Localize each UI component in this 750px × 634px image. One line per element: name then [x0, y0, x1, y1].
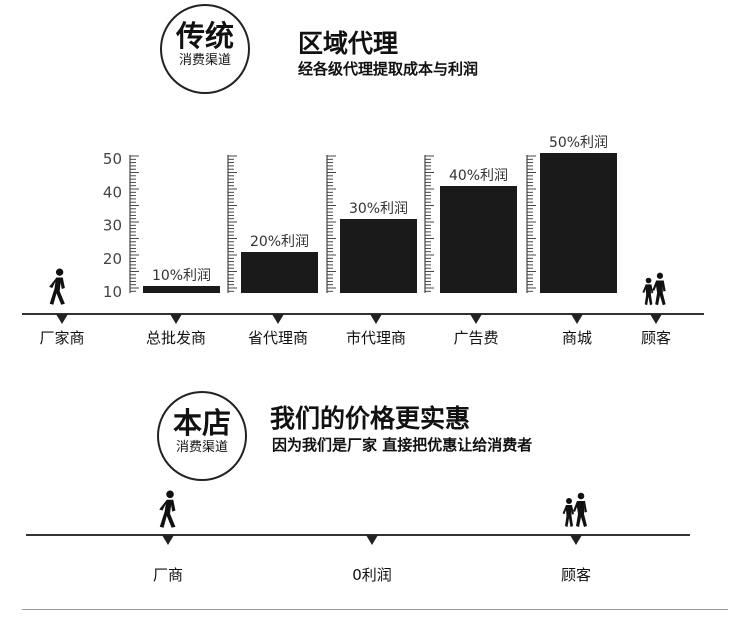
person-walking-icon: [46, 268, 71, 310]
people-walking-icon: [560, 492, 592, 532]
section1-subtitle: 经各级代理提取成本与利润: [298, 60, 479, 78]
y-tick-label: 40: [103, 183, 122, 201]
timeline-marker: [272, 314, 284, 324]
y-tick-label: 20: [103, 250, 122, 268]
timeline-node-label: 顾客: [560, 566, 592, 584]
scale-ruler: [227, 155, 237, 293]
badge-sub-text: 消费渠道: [178, 53, 231, 68]
timeline-node-label: 市代理商: [345, 329, 407, 347]
bar: [143, 286, 220, 293]
timeline-node-label: 广告费: [453, 329, 499, 347]
section2-title: 我们的价格更实惠: [270, 404, 471, 433]
scale-ruler: [326, 155, 336, 293]
timeline-node-label: 厂家商: [39, 329, 85, 347]
people-walking-icon: [640, 272, 670, 310]
timeline-marker: [366, 535, 378, 545]
scale-ruler: [129, 155, 139, 293]
timeline-marker: [56, 314, 68, 324]
traditional-timeline: [22, 313, 704, 315]
person-walking-icon: [156, 490, 182, 533]
scale-ruler: [526, 155, 536, 293]
bar: [241, 252, 318, 293]
timeline-marker: [470, 314, 482, 324]
timeline-node-label: 总批发商: [145, 329, 207, 347]
bar-value-label: 30%利润: [349, 201, 408, 217]
profit-bar-chart: 10 20 30 40 50 10%利润 20%利润 30%利润 40%利润 50%利润: [103, 135, 617, 301]
bar-value-label: 20%利润: [250, 234, 309, 250]
bar: [540, 153, 617, 293]
timeline-node-label: 0利润: [352, 566, 392, 584]
timeline-node-label: 顾客: [640, 329, 672, 347]
timeline-node-label: 商城: [561, 329, 593, 347]
bar-value-label: 40%利润: [449, 168, 508, 184]
y-tick-label: 30: [103, 217, 122, 235]
bar: [340, 219, 417, 293]
timeline-marker: [570, 535, 582, 545]
scale-ruler: [424, 155, 434, 293]
timeline-marker: [571, 314, 583, 324]
badge-sub-text: 消费渠道: [175, 440, 228, 455]
badge-main-text: 传统: [175, 19, 234, 53]
store-timeline: [26, 534, 690, 536]
section2-subtitle: 因为我们是厂家 直接把优惠让给消费者: [272, 436, 533, 454]
section1-title: 区域代理: [298, 29, 399, 58]
badge-main-text: 本店: [172, 406, 231, 440]
timeline-node-label: 厂商: [152, 566, 184, 584]
timeline-marker: [162, 535, 174, 545]
y-tick-label: 50: [103, 150, 122, 168]
timeline-node-label: 省代理商: [247, 329, 309, 347]
bar-value-label: 50%利润: [549, 135, 608, 151]
bottom-divider: [22, 609, 728, 610]
y-tick-label: 10: [103, 283, 122, 301]
timeline-marker: [650, 314, 662, 324]
bar-value-label: 10%利润: [152, 268, 211, 284]
bar: [440, 186, 517, 293]
timeline-marker: [170, 314, 182, 324]
traditional-badge: 传统 消费渠道: [160, 4, 250, 94]
store-badge: 本店 消费渠道: [157, 391, 247, 481]
timeline-marker: [370, 314, 382, 324]
